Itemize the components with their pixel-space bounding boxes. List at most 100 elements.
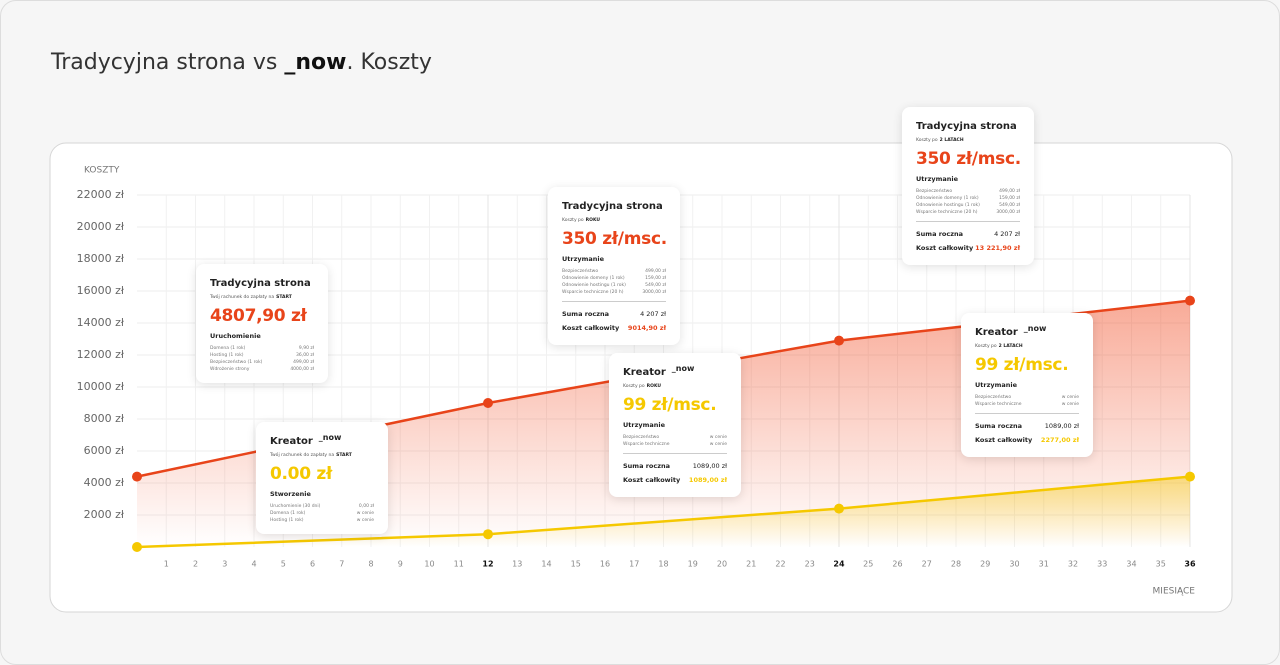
- row-label: Bezpieczeństwo (1 rok): [210, 360, 263, 365]
- x-tick-label: 10: [424, 560, 434, 569]
- row-value: w cenie: [356, 518, 374, 523]
- card-section: Stworzenie: [270, 490, 311, 498]
- total-row: Suma roczna 4 207 zł: [916, 227, 1020, 241]
- x-tick-label: 1: [164, 560, 169, 569]
- x-tick-label: 9: [398, 560, 403, 569]
- card-section: Uruchomienie: [210, 332, 261, 340]
- card-header: Kreator _now: [270, 433, 374, 447]
- subtitle-text: Twój rachunek do zapłaty na: [210, 295, 275, 300]
- row-label: Bezpieczeństwo: [916, 189, 953, 194]
- row-value: w cenie: [1061, 395, 1079, 400]
- row-label: Odnowienie hostingu (1 rok): [562, 283, 626, 288]
- row-label: Hosting (1 rok): [210, 353, 244, 358]
- x-tick-label: 33: [1097, 560, 1107, 569]
- card-brand: _now: [318, 433, 342, 442]
- totals: Suma roczna 4 207 zł Koszt całkowity 13 221…: [916, 221, 1020, 255]
- x-tick-label: 25: [863, 560, 873, 569]
- card-subtitle: Koszty po 2 LATACH: [916, 138, 1020, 143]
- point: [132, 542, 142, 552]
- card-brand: _now: [1023, 324, 1047, 333]
- cost-row: Wsparcie techniczne w cenie: [623, 441, 727, 448]
- total-row: Suma roczna 1089,00 zł: [975, 419, 1079, 433]
- card-header: Tradycyjna strona: [916, 121, 1020, 132]
- cost-row: Wsparcie techniczne (20 h) 3000,00 zł: [916, 209, 1020, 216]
- area: [137, 476, 1190, 547]
- card-subtitle: Koszty po ROKU: [562, 218, 666, 223]
- y-tick-label: 8000 zł: [84, 412, 125, 425]
- x-tick-label: 24: [833, 560, 845, 569]
- card-section: Utrzymanie: [975, 381, 1018, 389]
- total-value: 1089,00 zł: [1044, 422, 1079, 430]
- subtitle-emphasis: ROKU: [646, 384, 662, 389]
- x-tick-label: 32: [1068, 560, 1078, 569]
- x-tick-label: 29: [980, 560, 990, 569]
- y-tick-label: 16000 zł: [77, 284, 125, 297]
- row-value: 549,00 zł: [645, 283, 666, 288]
- x-tick-label: 12: [482, 560, 493, 569]
- y-tick-label: 2000 zł: [84, 508, 125, 521]
- row-label: Odnowienie domeny (1 rok): [562, 276, 625, 281]
- x-tick-label: 4: [251, 560, 256, 569]
- x-tick-label: 27: [922, 560, 932, 569]
- x-tick-label: 5: [281, 560, 286, 569]
- subtitle-text: Koszty po: [623, 384, 645, 389]
- row-label: Odnowienie hostingu (1 rok): [916, 203, 980, 208]
- total-row: Koszt całkowity 1089,00 zł: [623, 473, 727, 487]
- row-value: 499,00 zł: [645, 269, 666, 274]
- total-label: Koszt całkowity: [975, 436, 1033, 444]
- row-value: 499,00 zł: [293, 360, 314, 365]
- card-subtitle: Koszty po ROKU: [623, 384, 727, 389]
- x-tick-label: 18: [658, 560, 668, 569]
- total-label: Suma roczna: [975, 422, 1023, 430]
- cost-row: Odnowienie domeny (1 rok) 159,00 zł: [916, 195, 1020, 202]
- cost-card: Tradycyjna strona Koszty po 2 LATACH 350 zł…: [902, 107, 1034, 265]
- point: [483, 529, 493, 540]
- y-tick-label: 10000 zł: [77, 380, 125, 393]
- point: [132, 471, 142, 482]
- cost-row: Bezpieczeństwo w cenie: [623, 434, 727, 441]
- total-row: Koszt całkowity 13 221,90 zł: [916, 241, 1020, 255]
- cost-row: Domena (1 rok) 9,90 zł: [210, 345, 314, 352]
- page-title: Tradycyjna strona vs _now . Koszty: [51, 50, 432, 75]
- x-tick-label: 13: [512, 560, 522, 569]
- cost-row: Odnowienie hostingu (1 rok) 549,00 zł: [916, 202, 1020, 209]
- x-tick-label: 3: [222, 560, 227, 569]
- cost-card: Kreator _now Koszty po ROKU 99 zł/msc. Utrzym…: [609, 353, 741, 497]
- row-value: w cenie: [709, 442, 727, 447]
- row-label: Bezpieczeństwo: [623, 435, 660, 440]
- row-value: 159,00 zł: [999, 196, 1020, 201]
- total-value: 1089,00 zł: [688, 476, 727, 484]
- card-subtitle: Koszty po 2 LATACH: [975, 344, 1079, 349]
- card-header: Tradycyjna strona: [210, 278, 314, 289]
- subtitle-emphasis: ROKU: [585, 218, 601, 223]
- total-row: Koszt całkowity 2277,00 zł: [975, 433, 1079, 447]
- cost-row: Hosting (1 rok) w cenie: [270, 517, 374, 524]
- total-value: 13 221,90 zł: [975, 244, 1020, 252]
- cost-card: Tradycyjna strona Twój rachunek do zapłat…: [196, 264, 328, 383]
- x-tick-label: 26: [892, 560, 902, 569]
- cost-row: Bezpieczeństwo 499,00 zł: [916, 188, 1020, 195]
- subtitle-emphasis: 2 LATACH: [998, 344, 1023, 349]
- y-tick-label: 18000 zł: [77, 252, 125, 265]
- row-label: Wsparcie techniczne: [623, 442, 670, 447]
- cost-row: Odnowienie hostingu (1 rok) 549,00 zł: [562, 282, 666, 289]
- total-value: 4 207 zł: [640, 310, 666, 318]
- row-label: Wsparcie techniczne (20 h): [916, 210, 978, 215]
- card-title: Kreator: [270, 436, 313, 447]
- cost-row: Domena (1 rok) w cenie: [270, 510, 374, 517]
- row-label: Domena (1 rok): [270, 511, 306, 516]
- totals: Suma roczna 1089,00 zł Koszt całkowity 1089…: [623, 453, 727, 487]
- y-axis-label: KOSZTY: [84, 166, 120, 176]
- total-row: Koszt całkowity 9014,90 zł: [562, 321, 666, 335]
- total-row: Suma roczna 1089,00 zł: [623, 459, 727, 473]
- x-tick-label: 2: [193, 560, 198, 569]
- x-tick-label: 31: [1039, 560, 1049, 569]
- card-section: Utrzymanie: [562, 255, 605, 263]
- x-axis-label: MIESIĄCE: [1153, 587, 1196, 597]
- row-value: 4000,00 zł: [290, 367, 314, 372]
- subtitle-text: Koszty po: [916, 138, 938, 143]
- card-title: Kreator: [975, 327, 1018, 338]
- total-value: 9014,90 zł: [627, 324, 666, 332]
- row-label: Domena (1 rok): [210, 346, 246, 351]
